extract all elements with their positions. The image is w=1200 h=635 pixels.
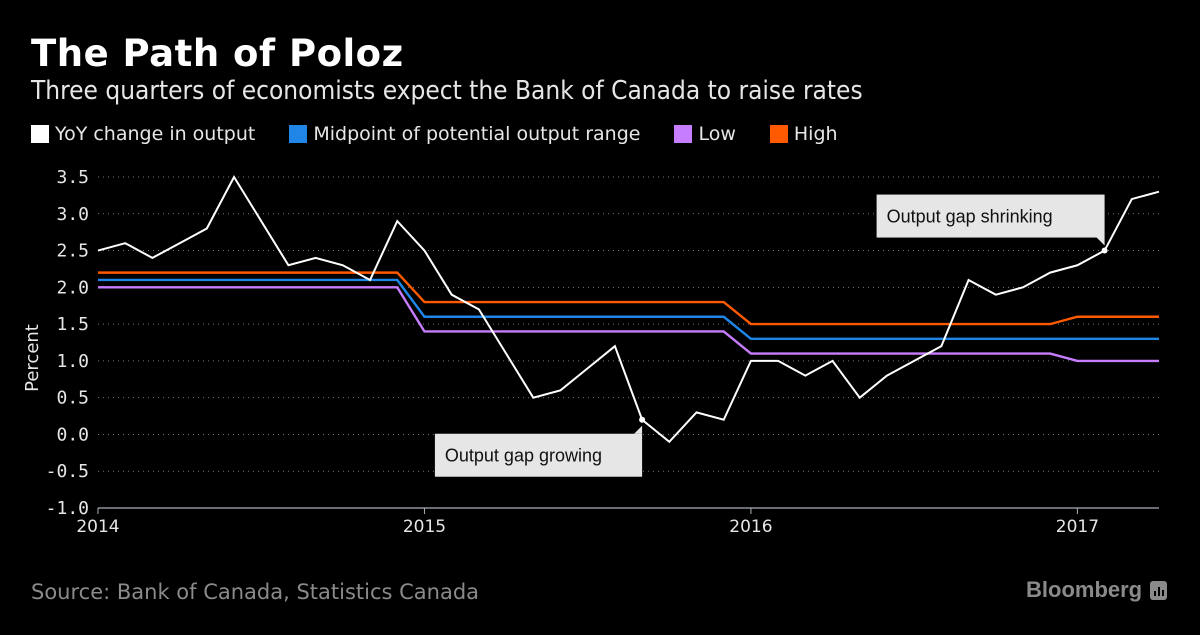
- chart-title: The Path of Poloz: [31, 32, 404, 75]
- x-tick-label: 2017: [1056, 517, 1099, 537]
- annotation-label: Output gap shrinking: [887, 207, 1053, 227]
- y-tick-label: 2.0: [56, 277, 89, 298]
- annotation-pointer: [634, 425, 643, 434]
- legend-swatch-high: [769, 125, 788, 143]
- y-axis-label: Percent: [22, 324, 43, 392]
- legend-label-midpoint: Midpoint of potential output range: [313, 123, 641, 145]
- annotations: Output gap growing Output gap shrinking: [434, 194, 1108, 477]
- legend-label-low: Low: [698, 123, 736, 145]
- legend-item-yoy: YoY change in output: [31, 123, 255, 145]
- series-line-high: [98, 271, 1159, 326]
- legend-swatch-midpoint: [289, 125, 308, 143]
- annotation-point: [639, 416, 646, 423]
- series-lines: [97, 174, 1160, 444]
- x-tick-label: 2016: [729, 517, 772, 537]
- y-tick-label: 3.0: [56, 204, 89, 225]
- chart-subtitle: Three quarters of economists expect the …: [31, 76, 863, 106]
- y-tick-label: 1.0: [56, 351, 89, 372]
- legend-item-low: Low: [674, 123, 736, 145]
- bloomberg-chart-icon: [1150, 580, 1168, 600]
- legend-swatch-yoy: [31, 125, 49, 143]
- y-tick-label: 3.5: [56, 167, 89, 188]
- series-line-yoy-change-in-output: [97, 174, 1160, 444]
- x-axis: 2014 2015 2016 2017: [76, 507, 1159, 537]
- x-tick-label: 2015: [403, 517, 446, 537]
- annotation-pointer: [1096, 237, 1105, 246]
- annotation-label: Output gap growing: [445, 446, 602, 466]
- legend-item-high: High: [769, 123, 838, 145]
- series-line-midpoint-of-potential-output-range: [98, 278, 1159, 341]
- annotation-box: [876, 194, 1105, 238]
- x-tick-label: 2014: [76, 517, 119, 537]
- series-line-low: [98, 286, 1159, 363]
- legend-item-midpoint: Midpoint of potential output range: [289, 123, 640, 145]
- y-tick-label: 0.5: [56, 388, 89, 409]
- annotation-point: [1101, 247, 1108, 254]
- annotation-box: [434, 433, 643, 477]
- y-tick-label: -0.5: [46, 461, 89, 482]
- y-tick-label: 0.0: [56, 424, 89, 445]
- brand-name: Bloomberg: [1026, 577, 1143, 602]
- y-tick-label: 2.5: [56, 241, 89, 262]
- y-tick-label: -1.0: [46, 498, 89, 519]
- y-axis-ticks: 3.5 3.0 2.5 2.0 1.5 1.0 0.5 0.0 -0.5 -1.0: [46, 167, 89, 519]
- legend-label-yoy: YoY change in output: [55, 123, 256, 145]
- source-note: Source: Bank of Canada, Statistics Canad…: [31, 580, 480, 604]
- legend-label-high: High: [793, 123, 838, 145]
- legend: YoY change in output Midpoint of potenti…: [31, 123, 872, 145]
- y-tick-label: 1.5: [56, 314, 89, 335]
- brand-logo: Bloomberg: [1026, 577, 1168, 603]
- legend-swatch-low: [674, 125, 693, 143]
